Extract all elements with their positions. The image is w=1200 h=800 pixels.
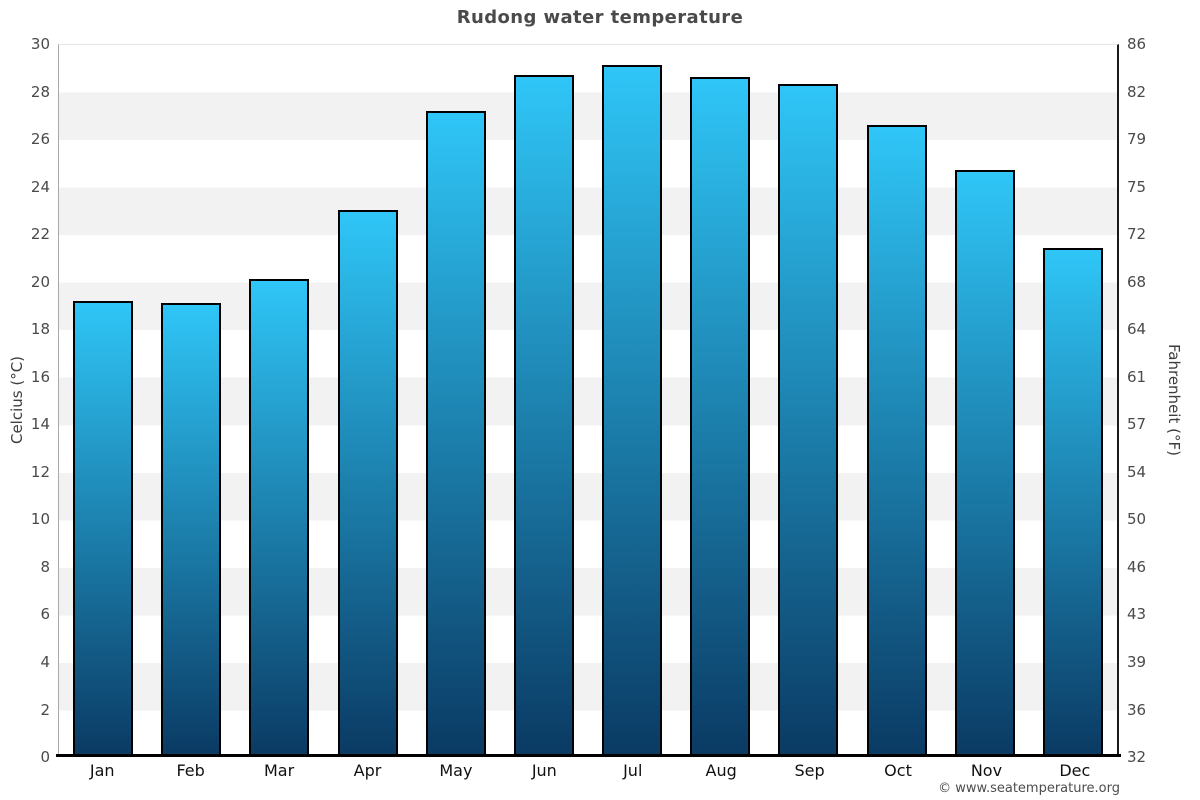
month-label-jun: Jun (531, 761, 557, 780)
celsius-tick-14: 14 (30, 415, 50, 434)
bar-slot-oct (853, 45, 941, 757)
fahrenheit-tick-57: 57 (1127, 415, 1147, 434)
month-label-nov: Nov (970, 761, 1003, 780)
bar-slot-dec (1029, 45, 1117, 757)
month-label-dec: Dec (1059, 761, 1091, 780)
celsius-tick-10: 10 (30, 510, 50, 529)
fahrenheit-tick-32: 32 (1127, 748, 1147, 766)
chart-title: Rudong water temperature (456, 7, 744, 28)
celsius-tick-20: 20 (30, 272, 50, 291)
fahrenheit-tick-86: 86 (1127, 35, 1147, 53)
celsius-tick-8: 8 (40, 557, 50, 576)
bar-may (425, 110, 486, 757)
bar-apr (337, 210, 398, 757)
fahrenheit-tick-54: 54 (1127, 462, 1147, 481)
fahrenheit-tick-43: 43 (1127, 605, 1147, 624)
bar-slot-jun (500, 45, 588, 757)
bar-slot-may (412, 45, 500, 757)
celsius-tick-18: 18 (30, 320, 50, 339)
fahrenheit-tick-75: 75 (1127, 177, 1147, 196)
celsius-tick-6: 6 (40, 605, 50, 624)
bar-jul (602, 65, 663, 757)
bar-oct (866, 124, 927, 757)
fahrenheit-tick-39: 39 (1127, 652, 1147, 671)
celsius-axis-ticks: 0 2 4 6 8 10 12 14 16 18 20 22 24 26 28 30 (0, 35, 50, 766)
fahrenheit-axis-ticks: 32 36 39 43 46 50 54 57 61 64 68 72 75 79 82 86 (1127, 35, 1187, 766)
celsius-tick-28: 28 (30, 82, 50, 101)
bar-slot-jul (588, 45, 676, 757)
bar-series (59, 45, 1117, 757)
month-label-aug: Aug (705, 761, 737, 780)
fahrenheit-tick-46: 46 (1127, 557, 1147, 576)
month-label-jul: Jul (623, 761, 643, 780)
month-label-mar: Mar (263, 761, 295, 780)
bar-mar (249, 279, 310, 757)
month-label-sep: Sep (794, 761, 825, 780)
bar-slot-mar (235, 45, 323, 757)
fahrenheit-tick-72: 72 (1127, 225, 1147, 244)
celsius-tick-4: 4 (40, 652, 50, 671)
bar-jun (513, 74, 574, 757)
celsius-axis-title: Celcius (°C) (8, 355, 26, 445)
fahrenheit-tick-79: 79 (1127, 130, 1147, 149)
bar-slot-aug (676, 45, 764, 757)
plot-area (58, 44, 1119, 757)
bar-feb (161, 303, 222, 757)
month-label-apr: Apr (353, 761, 382, 780)
fahrenheit-tick-68: 68 (1127, 272, 1147, 291)
bar-slot-apr (324, 45, 412, 757)
bar-aug (690, 77, 751, 757)
fahrenheit-tick-82: 82 (1127, 82, 1147, 101)
month-label-may: May (439, 761, 473, 780)
month-axis-labels: Jan Feb Mar Apr May Jun Jul Aug Sep Oct Nov Dec (58, 761, 1119, 783)
month-label-oct: Oct (884, 761, 912, 780)
fahrenheit-tick-36: 36 (1127, 700, 1147, 719)
celsius-tick-24: 24 (30, 177, 50, 196)
celsius-tick-16: 16 (30, 367, 50, 386)
bar-nov (954, 170, 1015, 757)
fahrenheit-axis-title: Fahrenheit (°F) (1165, 344, 1183, 456)
celsius-tick-2: 2 (40, 700, 50, 719)
celsius-tick-26: 26 (30, 130, 50, 149)
bar-slot-jan (59, 45, 147, 757)
bar-sep (778, 84, 839, 757)
fahrenheit-tick-50: 50 (1127, 510, 1147, 529)
month-label-feb: Feb (176, 761, 205, 780)
month-label-jan: Jan (89, 761, 115, 780)
bar-jan (73, 300, 134, 757)
celsius-tick-0: 0 (40, 748, 50, 766)
bar-dec (1042, 248, 1103, 757)
x-axis-baseline (56, 754, 1121, 757)
celsius-tick-12: 12 (30, 462, 50, 481)
celsius-tick-22: 22 (30, 225, 50, 244)
fahrenheit-tick-64: 64 (1127, 320, 1147, 339)
bar-slot-feb (147, 45, 235, 757)
bar-slot-sep (764, 45, 852, 757)
celsius-tick-30: 30 (30, 35, 50, 53)
bar-slot-nov (941, 45, 1029, 757)
copyright-credit: © www.seatemperature.org (938, 781, 1120, 796)
fahrenheit-tick-61: 61 (1127, 367, 1147, 386)
